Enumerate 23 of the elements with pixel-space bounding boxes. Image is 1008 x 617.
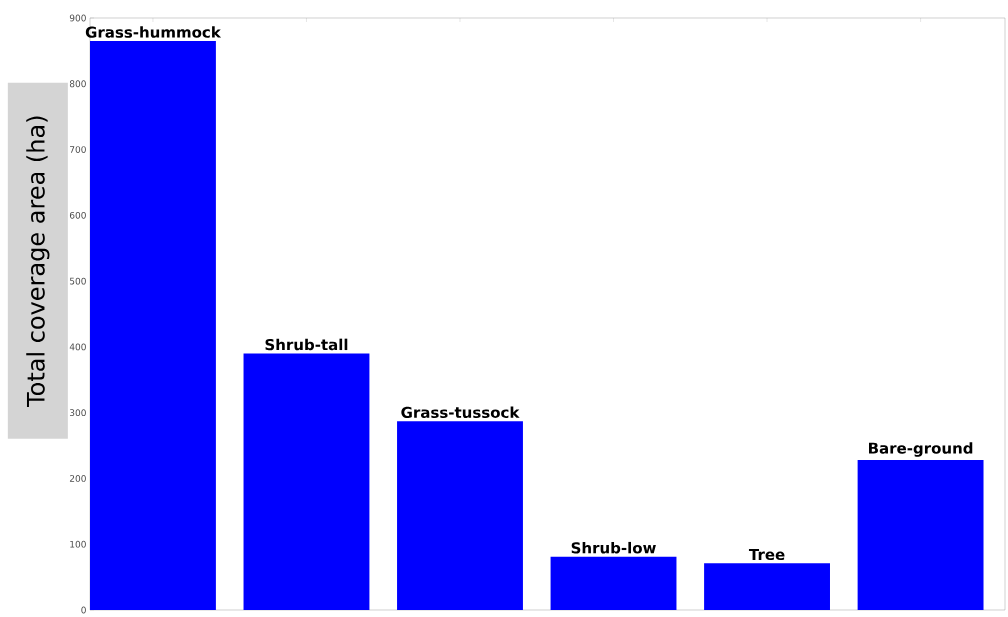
x-tick-label: Grass-tussock: [401, 406, 520, 419]
x-tick-label: Shrub-tall: [265, 338, 348, 351]
bar: [90, 41, 216, 611]
y-tick-label: 500: [69, 277, 86, 285]
y-tick-label: 900: [69, 14, 86, 22]
y-tick-label: 700: [70, 146, 86, 154]
bar: [550, 556, 677, 611]
x-tick-label: Grass-hummock: [85, 26, 222, 38]
y-tick-label: 800: [69, 80, 86, 88]
bar: [243, 353, 370, 611]
x-tick-label: Tree: [748, 549, 785, 561]
y-tick-label: 300: [69, 409, 86, 417]
x-tick-label: Bare-ground: [869, 442, 973, 457]
bar: [397, 421, 523, 611]
y-tick-label: 200: [69, 475, 86, 482]
y-axis-title: Total coverage area (ha): [26, 116, 50, 408]
y-tick-label: 600: [69, 211, 86, 219]
y-tick-label: 400: [69, 343, 86, 351]
x-tick-label: Shrub-low: [571, 541, 656, 554]
y-tick-label: 100: [70, 540, 86, 548]
bar: [857, 460, 984, 611]
bar: [704, 563, 830, 611]
y-tick-label: 0: [81, 606, 86, 614]
